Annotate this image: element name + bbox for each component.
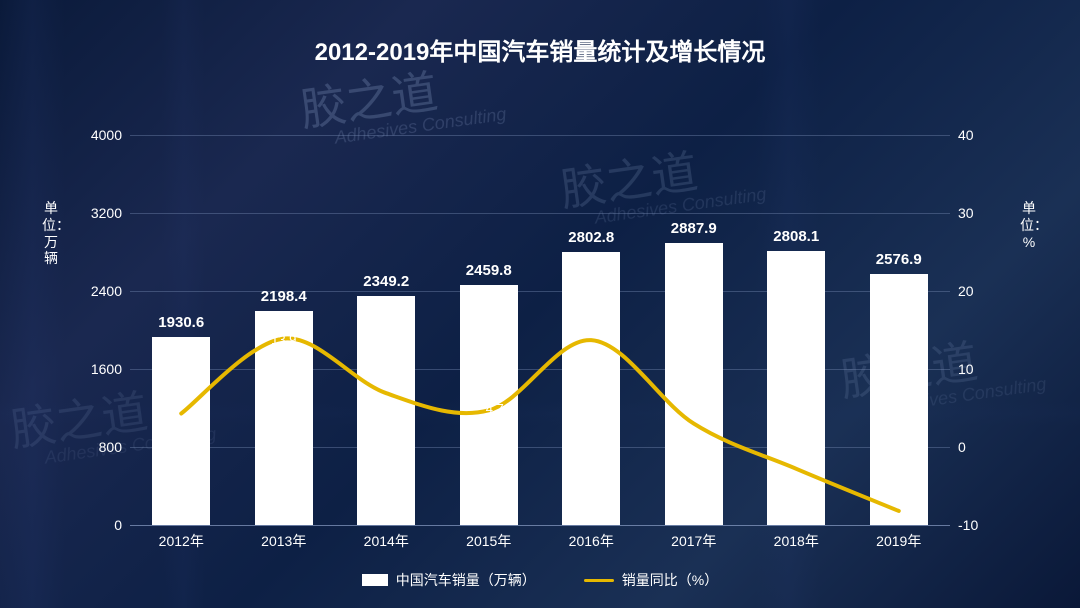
line-swatch-icon [584,579,614,582]
y-left-tick: 4000 [91,127,122,143]
line-value-label: 4.3 [158,402,176,417]
x-tick: 2013年 [261,531,306,551]
y-left-tick: 1600 [91,361,122,377]
line-value-label: -2.8 [803,454,825,469]
x-axis-baseline [130,525,950,526]
line-series [130,135,950,525]
line-value-label: 3 [704,411,711,426]
y-right-tick: 40 [958,127,974,143]
x-tick: 2018年 [774,531,819,551]
line-value-label: 4.7 [486,401,504,416]
x-tick: 2012年 [159,531,204,551]
y-left-axis-label: 单位：万辆 [42,200,60,267]
chart-plot-area: 08001600240032004000-100102030402012年193… [130,135,950,525]
legend-item-bars: 中国汽车销量（万辆） [362,570,536,590]
legend-line-label: 销量同比（%） [622,570,718,590]
x-tick: 2015年 [466,531,511,551]
line-value-label: 13.7 [579,325,604,340]
y-left-tick: 2400 [91,283,122,299]
x-tick: 2016年 [569,531,614,551]
legend-bar-label: 中国汽车销量（万辆） [396,570,536,590]
line-value-label: -8.2 [884,484,906,499]
legend: 中国汽车销量（万辆） 销量同比（%） [0,570,1080,590]
y-left-tick: 3200 [91,205,122,221]
y-right-tick: -10 [958,517,978,533]
line-value-label: 6.9 [387,378,405,393]
x-tick: 2019年 [876,531,921,551]
y-right-tick: 30 [958,205,974,221]
legend-item-line: 销量同比（%） [584,570,718,590]
y-right-tick: 20 [958,283,974,299]
line-value-label: 13.9 [271,332,296,347]
bar-swatch-icon [362,574,388,586]
y-right-tick: 0 [958,439,966,455]
x-tick: 2014年 [364,531,409,551]
y-right-axis-label: 单位：% [1020,200,1038,250]
y-right-tick: 10 [958,361,974,377]
y-left-tick: 0 [114,517,122,533]
chart-title: 2012-2019年中国汽车销量统计及增长情况 [0,32,1080,67]
x-tick: 2017年 [671,531,716,551]
y-left-tick: 800 [99,439,122,455]
